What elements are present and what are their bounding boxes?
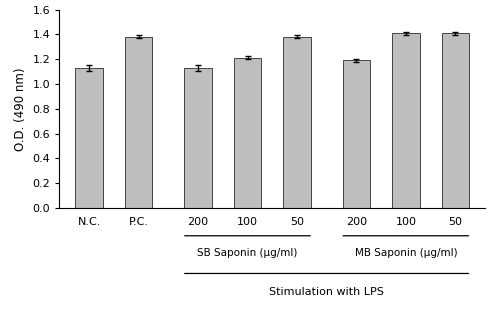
Text: MB Saponin (μg/ml): MB Saponin (μg/ml) [354, 248, 457, 258]
Bar [393, 33, 420, 208]
Bar [184, 68, 212, 208]
Bar [343, 60, 370, 208]
Bar [125, 37, 152, 208]
Y-axis label: O.D. (490 nm): O.D. (490 nm) [14, 67, 27, 150]
Bar [442, 33, 469, 208]
Bar [234, 58, 261, 208]
Text: SB Saponin (μg/ml): SB Saponin (μg/ml) [198, 248, 297, 258]
Text: Stimulation with LPS: Stimulation with LPS [269, 287, 384, 297]
Bar [75, 68, 103, 208]
Bar [284, 37, 311, 208]
